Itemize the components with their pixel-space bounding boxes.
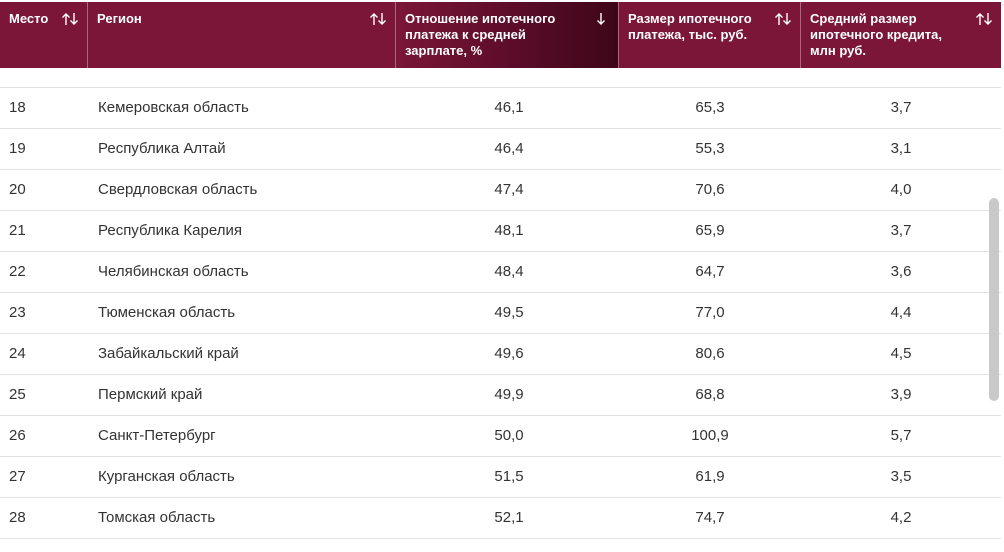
table-row: 19 Республика Алтай 46,4 55,3 3,1: [0, 129, 1001, 170]
table-cell: 48,1: [494, 222, 524, 239]
table-cell: 20: [9, 181, 26, 198]
header-cell[interactable]: Место: [0, 2, 88, 68]
table-cell: 19: [9, 140, 26, 157]
table-cell: 24: [9, 345, 26, 362]
table-cell: 55,3: [695, 140, 725, 157]
sort-icon[interactable]: [774, 12, 792, 26]
header-text: Отношение ипотечного платежа к средней з…: [405, 11, 556, 58]
header-cell[interactable]: Средний размер ипотечного кредита, млн р…: [801, 2, 1001, 68]
table-cell: 68,8: [695, 386, 725, 403]
sort-icon[interactable]: [975, 12, 993, 26]
table-cell: Республика Алтай: [98, 140, 226, 157]
table-cell: 46,1: [494, 99, 524, 116]
table-cell: 18: [9, 99, 26, 116]
header-text: Регион: [97, 11, 142, 26]
table-cell: 49,6: [494, 345, 524, 362]
table-row: 28 Томская область 52,1 74,7 4,2: [0, 498, 1001, 539]
table-cell: Томская область: [98, 509, 216, 526]
sort-icon[interactable]: [61, 12, 79, 26]
table-cell: 46,4: [494, 140, 524, 157]
header-cell[interactable]: Регион: [88, 2, 396, 68]
table-cell: 25: [9, 386, 26, 403]
table-cell: 22: [9, 263, 26, 280]
table-cell: 51,5: [494, 468, 524, 485]
table-cell: 52,1: [494, 509, 524, 526]
sort-icon[interactable]: [592, 12, 610, 26]
table-cell: 3,5: [890, 468, 912, 485]
table-cell: Курганская область: [98, 468, 235, 485]
table-cell: 70,6: [695, 181, 725, 198]
table-row: 27 Курганская область 51,5 61,9 3,5: [0, 457, 1001, 498]
table-cell: 4,2: [890, 509, 912, 526]
table-cell: Свердловская область: [98, 181, 258, 198]
table-cell: 74,7: [695, 509, 725, 526]
table-cell: 61,9: [695, 468, 725, 485]
table-cell: 100,9: [691, 427, 729, 444]
table-row: 21 Республика Карелия 48,1 65,9 3,7: [0, 211, 1001, 252]
table-cell: 48,4: [494, 263, 524, 280]
table-cell: 49,9: [494, 386, 524, 403]
table: Место Регион Отношение ипотечного платеж…: [0, 2, 1001, 542]
table-cell: 77,0: [695, 304, 725, 321]
table-cell: 50,0: [494, 427, 524, 444]
table-cell: Пермский край: [98, 386, 203, 403]
table-row: 23 Тюменская область 49,5 77,0 4,4: [0, 293, 1001, 334]
table-cell: 28: [9, 509, 26, 526]
table-cell: 49,5: [494, 304, 524, 321]
table-cell: Республика Карелия: [98, 222, 242, 239]
table-cell: 26: [9, 427, 26, 444]
scrollbar[interactable]: [989, 198, 999, 401]
table-row: 22 Челябинская область 48,4 64,7 3,6: [0, 252, 1001, 293]
table-row: 25 Пермский край 49,9 68,8 3,9: [0, 375, 1001, 416]
table-cell: Кемеровская область: [98, 99, 249, 116]
header-cell[interactable]: Отношение ипотечного платежа к средней з…: [396, 2, 619, 68]
table-cell: 64,7: [695, 263, 725, 280]
table-cell: Санкт-Петербург: [98, 427, 216, 444]
table-cell: 3,6: [890, 263, 912, 280]
table-cell: 23: [9, 304, 26, 321]
table-row: 20 Свердловская область 47,4 70,6 4,0: [0, 170, 1001, 211]
table-cell: 3,7: [890, 222, 912, 239]
table-cell: 80,6: [695, 345, 725, 362]
table-cell: Забайкальский край: [98, 345, 239, 362]
table-cell: 3,1: [890, 140, 912, 157]
table-row: 24 Забайкальский край 49,6 80,6 4,5: [0, 334, 1001, 375]
header-text: Размер ипотечного платежа, тыс. руб.: [628, 11, 752, 42]
table-cell: 3,7: [890, 99, 912, 116]
table-cell: 3,9: [890, 386, 912, 403]
table-cell: 21: [9, 222, 26, 239]
header-text: Средний размер ипотечного кредита, млн р…: [810, 11, 942, 58]
header-cell[interactable]: Размер ипотечного платежа, тыс. руб.: [619, 2, 801, 68]
sort-icon[interactable]: [369, 12, 387, 26]
row-divider: [0, 54, 1001, 88]
table-cell: 4,4: [890, 304, 912, 321]
table-header: Место Регион Отношение ипотечного платеж…: [0, 2, 1001, 68]
table-row: 26 Санкт-Петербург 50,0 100,9 5,7: [0, 416, 1001, 457]
table-cell: 27: [9, 468, 26, 485]
table-cell: 65,3: [695, 99, 725, 116]
table-cell: 47,4: [494, 181, 524, 198]
table-cell: Тюменская область: [98, 304, 236, 321]
header-text: Место: [9, 11, 49, 26]
table-cell: 5,7: [890, 427, 912, 444]
table-cell: 4,5: [890, 345, 912, 362]
table-cell: 65,9: [695, 222, 725, 239]
table-cell: 4,0: [890, 181, 912, 198]
table-row: 18 Кемеровская область 46,1 65,3 3,7: [0, 88, 1001, 129]
table-cell: Челябинская область: [98, 263, 249, 280]
